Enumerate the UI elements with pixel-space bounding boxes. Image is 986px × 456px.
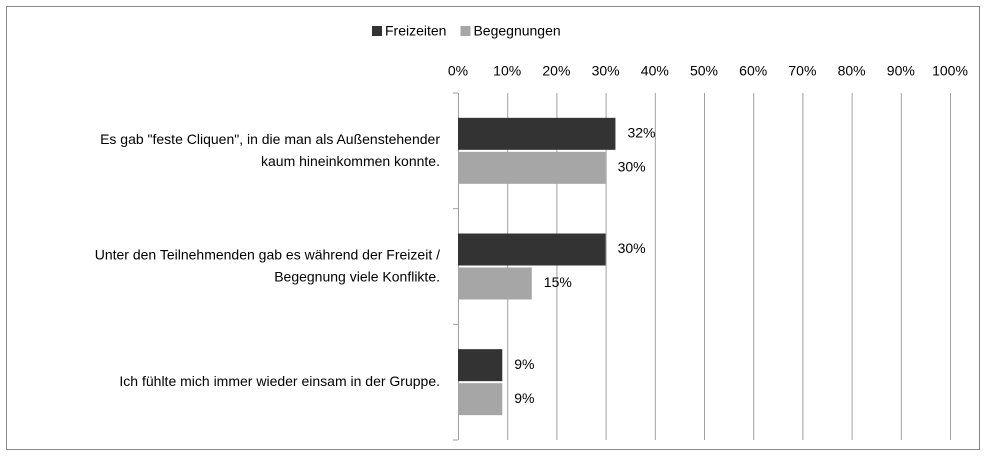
- category-label: Ich fühlte mich immer wieder einsam in d…: [119, 373, 440, 389]
- bar: [458, 233, 606, 266]
- x-tick-label: 40%: [641, 63, 669, 79]
- legend-swatch: [460, 26, 471, 36]
- value-label: 30%: [618, 159, 646, 175]
- legend-label: Freizeiten: [385, 23, 446, 39]
- x-tick-label: 0%: [448, 63, 468, 79]
- x-tick-label: 10%: [493, 63, 521, 79]
- bar: [458, 383, 503, 416]
- value-label: 9%: [514, 390, 534, 406]
- category-label: Unter den Teilnehmenden gab es während d…: [95, 246, 440, 284]
- x-tick-label: 100%: [932, 63, 968, 79]
- bar: [458, 151, 606, 184]
- x-tick-label: 20%: [542, 63, 570, 79]
- bar: [458, 349, 503, 382]
- x-tick-label: 50%: [690, 63, 718, 79]
- category-label-line: Begegnung viele Konflikte.: [274, 268, 440, 284]
- value-label: 32%: [627, 125, 655, 141]
- category-label-line: Ich fühlte mich immer wieder einsam in d…: [119, 373, 440, 389]
- x-tick-label: 80%: [838, 63, 866, 79]
- value-label: 9%: [514, 356, 534, 372]
- x-tick-label: 70%: [788, 63, 816, 79]
- value-label: 15%: [544, 274, 572, 290]
- bar: [458, 267, 532, 300]
- legend-label: Begegnungen: [473, 23, 560, 39]
- legend-swatch: [372, 26, 382, 36]
- category-label-line: Unter den Teilnehmenden gab es während d…: [95, 246, 440, 262]
- x-tick-label: 30%: [592, 63, 620, 79]
- bar: [458, 117, 616, 150]
- category-label-line: kaum hineinkommen konnte.: [261, 153, 440, 169]
- value-label: 30%: [618, 240, 646, 256]
- category-label: Es gab "feste Cliquen", in die man als A…: [100, 131, 440, 169]
- category-label-line: Es gab "feste Cliquen", in die man als A…: [100, 131, 440, 147]
- x-tick-label: 60%: [739, 63, 767, 79]
- x-tick-label: 90%: [887, 63, 915, 79]
